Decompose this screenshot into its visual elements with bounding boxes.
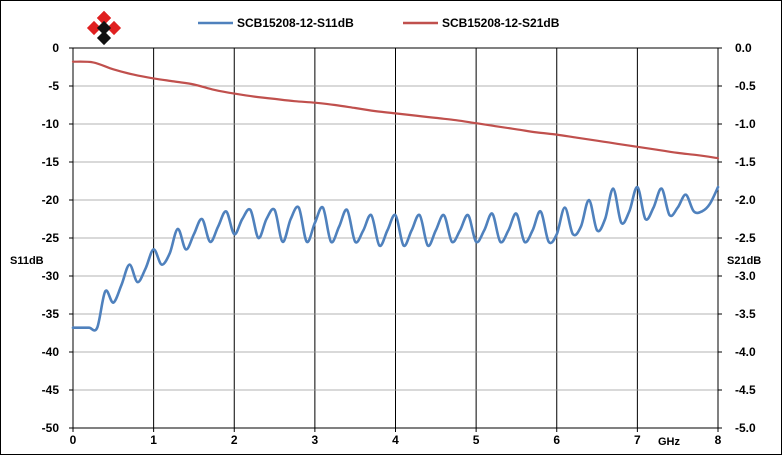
left-tick-label: -45 (42, 383, 60, 397)
x-tick-label: 8 (715, 433, 722, 447)
right-y-axis: 0.0 -0.5 -1.0 -1.5 -2.0 -2.5 -3.0 -3.5 -4.0 -4.5 -… (718, 41, 756, 435)
right-tick-label: -4.5 (735, 383, 756, 397)
right-tick-label: -2.5 (735, 231, 756, 245)
left-tick-label: -40 (42, 345, 60, 359)
right-tick-label: 0.0 (735, 41, 752, 55)
right-tick-label: -5.0 (735, 421, 756, 435)
left-tick-label: -5 (48, 79, 59, 93)
left-y-axis: 0 -5 -10 -15 -20 -25 -30 -35 -40 -45 -50 (42, 41, 73, 435)
x-tick-label: 6 (553, 433, 560, 447)
left-tick-label: -20 (42, 193, 60, 207)
x-tick-label: 1 (150, 433, 157, 447)
left-tick-label: -35 (42, 307, 60, 321)
legend-label-s11: SCB15208-12-S11dB (237, 16, 354, 30)
x-tick-label: 5 (473, 433, 480, 447)
right-tick-label: -3.0 (735, 269, 756, 283)
x-tick-label: 0 (70, 433, 77, 447)
legend-label-s21: SCB15208-12-S21dB (442, 16, 560, 30)
x-axis-unit-label: GHz (658, 436, 681, 448)
gridlines (73, 48, 718, 428)
right-tick-label: -2.0 (735, 193, 756, 207)
right-tick-label: -4.0 (735, 345, 756, 359)
right-axis-label: S21dB (727, 255, 761, 267)
logo (86, 10, 122, 46)
left-tick-label: -10 (42, 117, 60, 131)
s21-series-line (71, 60, 720, 160)
right-tick-label: -1.5 (735, 155, 756, 169)
x-tick-label: 2 (231, 433, 238, 447)
x-tick-label: 4 (392, 433, 399, 447)
series-lines (71, 60, 720, 332)
legend: SCB15208-12-S11dB SCB15208-12-S21dB (198, 16, 560, 30)
left-tick-label: -15 (42, 155, 60, 169)
left-axis-label: S11dB (10, 255, 44, 267)
right-tick-label: -3.5 (735, 307, 756, 321)
s11-series-line (71, 185, 720, 332)
x-tick-label: 7 (634, 433, 641, 447)
x-tick-label: 3 (312, 433, 319, 447)
left-tick-label: -25 (42, 231, 60, 245)
right-tick-label: -1.0 (735, 117, 756, 131)
left-tick-label: 0 (52, 41, 59, 55)
left-tick-label: -30 (42, 269, 60, 283)
right-tick-label: -0.5 (735, 79, 756, 93)
left-tick-label: -50 (42, 421, 60, 435)
x-axis: 0 1 2 3 4 5 6 7 8 (70, 428, 722, 447)
